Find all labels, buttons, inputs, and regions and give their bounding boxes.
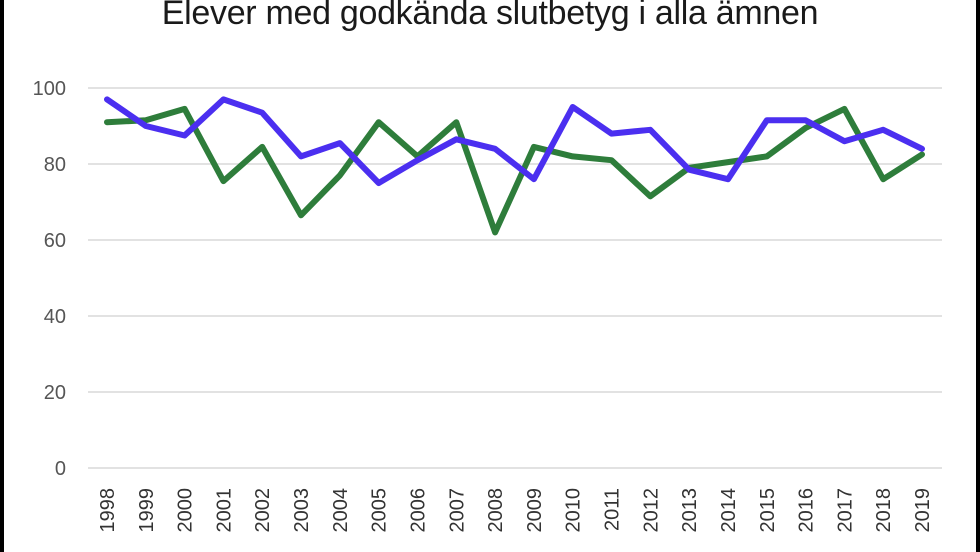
x-tick-label: 2016 xyxy=(796,488,818,533)
x-tick-label: 2001 xyxy=(213,488,235,533)
chart-title: Elever med godkända slutbetyg i alla ämn… xyxy=(161,0,819,32)
gridlines xyxy=(88,87,942,469)
x-tick-label: 2017 xyxy=(834,488,856,533)
series-lines xyxy=(104,96,925,236)
y-tick-label: 0 xyxy=(55,458,66,480)
x-tick-label: 2015 xyxy=(757,488,779,533)
x-tick-label: 2013 xyxy=(679,488,701,533)
x-tick-label: 2009 xyxy=(524,488,546,533)
y-tick-label: 20 xyxy=(44,382,66,404)
x-tick-label: 2006 xyxy=(407,488,429,533)
x-tick-label: 2012 xyxy=(640,488,662,533)
y-tick-label: 80 xyxy=(44,154,66,176)
series-line-1 xyxy=(104,105,925,236)
x-tick-label: 2011 xyxy=(602,488,624,531)
x-tick-label: 2010 xyxy=(563,488,585,533)
x-tick-label: 1999 xyxy=(136,488,158,533)
y-tick-label: 40 xyxy=(44,306,66,328)
x-tick-label: 2000 xyxy=(175,488,197,533)
x-tick-label: 2002 xyxy=(252,488,274,533)
x-tick-label: 1998 xyxy=(97,488,119,533)
x-tick-label: 2014 xyxy=(718,488,740,533)
y-axis-ticks: 0 20 40 60 80 100 xyxy=(33,78,66,480)
x-tick-label: 2004 xyxy=(330,488,352,533)
x-tick-label: 2005 xyxy=(369,488,391,533)
x-tick-label: 2018 xyxy=(873,488,895,533)
series-line-2 xyxy=(104,96,925,186)
x-tick-label: 2008 xyxy=(485,488,507,533)
x-tick-label: 2007 xyxy=(446,488,468,533)
x-axis-ticks: 1998 1999 2000 2001 2002 2003 2004 2005 2006 2007… xyxy=(97,488,934,533)
x-tick-label: 2003 xyxy=(291,488,313,533)
y-tick-label: 60 xyxy=(44,230,66,252)
y-tick-label: 100 xyxy=(33,78,66,100)
x-tick-label: 2019 xyxy=(912,488,934,533)
